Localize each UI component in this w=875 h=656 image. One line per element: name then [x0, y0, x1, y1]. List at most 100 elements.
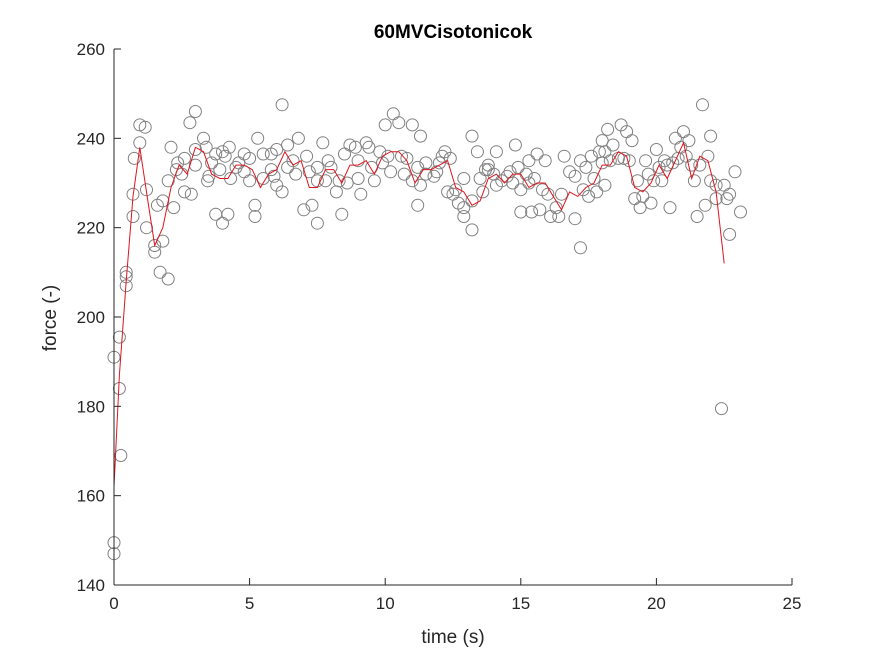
- data-point: [378, 118, 392, 132]
- data-point: [720, 192, 734, 206]
- data-point: [213, 163, 227, 177]
- data-point: [636, 189, 650, 203]
- data-point: [256, 172, 270, 185]
- data-point: [209, 147, 223, 161]
- data-point: [663, 201, 677, 215]
- data-point: [414, 178, 427, 192]
- data-point: [300, 149, 314, 163]
- data-point: [201, 174, 215, 188]
- data-point: [511, 160, 525, 174]
- data-point: [728, 165, 742, 179]
- data-point: [625, 134, 639, 148]
- data-point: [582, 189, 596, 203]
- data-point: [264, 163, 278, 177]
- data-point: [734, 205, 747, 219]
- y-tick-label: 140: [77, 576, 105, 595]
- data-point: [178, 185, 191, 199]
- data-point: [574, 154, 587, 168]
- data-point: [270, 178, 284, 192]
- data-point: [248, 210, 262, 223]
- data-point: [222, 140, 236, 154]
- data-point: [164, 140, 178, 154]
- data-point: [639, 154, 653, 168]
- data-point: [617, 151, 631, 165]
- y-tick-label: 260: [77, 40, 105, 59]
- chart-title: 60MVCisotonicok: [374, 22, 533, 43]
- scatter-points: [107, 98, 747, 561]
- data-point: [161, 174, 175, 188]
- data-point: [514, 183, 528, 197]
- data-point: [606, 138, 620, 152]
- x-tick-label: 20: [647, 594, 666, 613]
- data-point: [343, 138, 357, 152]
- data-point: [138, 120, 152, 134]
- data-point: [153, 265, 167, 279]
- data-point: [243, 151, 257, 165]
- data-point: [568, 169, 582, 183]
- data-point: [655, 174, 669, 188]
- data-point: [270, 143, 284, 156]
- data-point: [557, 149, 571, 163]
- data-point: [243, 174, 257, 188]
- data-point: [579, 160, 593, 174]
- data-point: [183, 116, 197, 130]
- x-tick-label: 15: [511, 594, 530, 613]
- data-point: [552, 210, 566, 223]
- data-point: [286, 154, 300, 168]
- data-point: [291, 131, 305, 145]
- data-point: [335, 207, 349, 221]
- data-point: [310, 160, 324, 174]
- data-point: [514, 205, 528, 219]
- data-point: [281, 138, 295, 152]
- data-point: [414, 129, 427, 143]
- moving-average-line: [113, 141, 725, 487]
- data-point: [443, 151, 457, 165]
- data-point: [199, 140, 213, 154]
- data-point: [587, 172, 601, 185]
- data-point: [682, 134, 696, 148]
- y-tick-label: 240: [77, 129, 105, 148]
- data-point: [419, 156, 433, 170]
- data-point: [140, 183, 153, 197]
- data-point: [178, 151, 191, 165]
- data-point: [601, 122, 615, 136]
- data-point: [305, 198, 319, 212]
- data-point: [319, 174, 332, 188]
- data-point: [275, 98, 289, 112]
- x-tick-label: 10: [376, 594, 395, 613]
- x-axis-label: time (s): [421, 627, 484, 648]
- data-point: [324, 160, 338, 174]
- data-point: [340, 176, 354, 190]
- x-tick-label: 5: [245, 594, 254, 613]
- data-point: [297, 203, 311, 217]
- y-tick-label: 220: [77, 219, 105, 238]
- y-axis-label: force (-): [40, 285, 61, 352]
- data-point: [538, 154, 552, 168]
- data-point: [275, 185, 289, 199]
- data-point: [140, 221, 153, 235]
- data-point: [381, 149, 395, 163]
- y-tick-label: 160: [77, 487, 105, 506]
- data-point: [652, 160, 666, 174]
- data-point: [690, 210, 704, 223]
- data-point: [457, 201, 471, 215]
- data-point: [430, 165, 444, 179]
- data-point: [348, 140, 362, 154]
- data-point: [476, 185, 490, 199]
- data-point: [188, 105, 202, 118]
- data-point: [354, 187, 368, 201]
- data-point: [630, 174, 644, 188]
- series-line: [113, 141, 725, 487]
- data-point: [441, 185, 455, 199]
- data-point: [590, 185, 604, 199]
- plot-area: [107, 98, 747, 561]
- data-point: [289, 167, 303, 181]
- data-point: [302, 165, 316, 179]
- data-point: [715, 402, 728, 416]
- data-point: [156, 194, 170, 208]
- data-point: [508, 138, 522, 152]
- data-point: [603, 154, 617, 168]
- data-point: [112, 330, 126, 344]
- data-point: [281, 160, 295, 174]
